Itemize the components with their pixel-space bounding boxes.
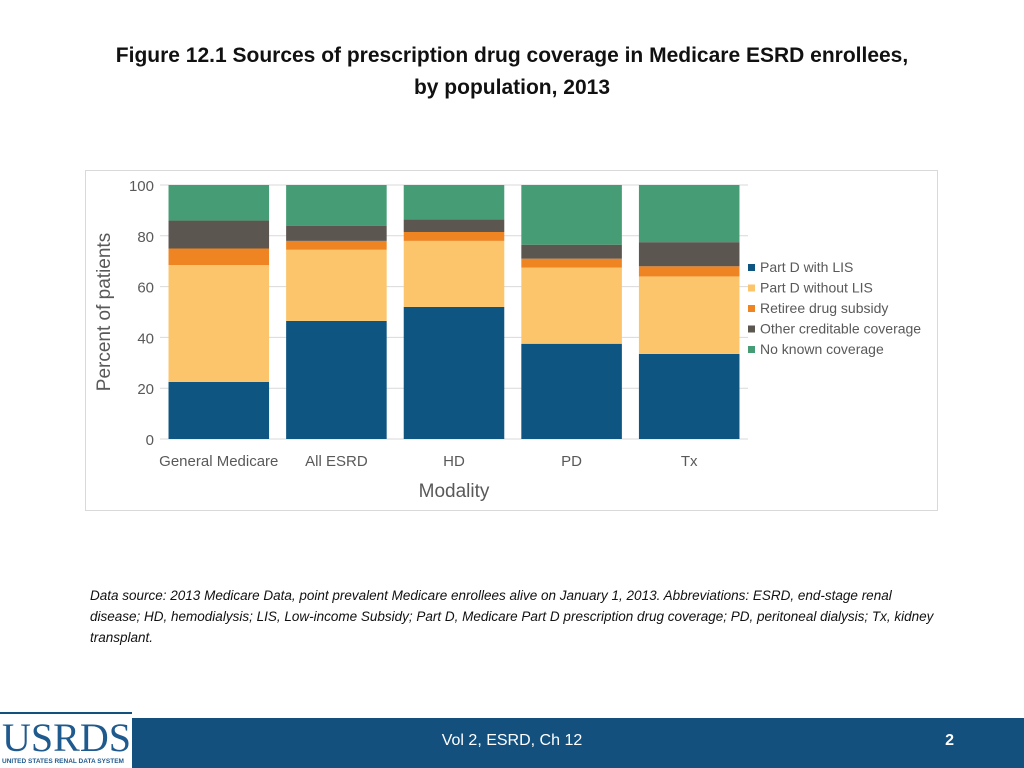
y-tick-label: 0 <box>146 432 154 449</box>
y-tick-label: 60 <box>137 280 154 297</box>
legend-label: No known coverage <box>760 341 884 357</box>
usrds-logo: USRDS UNITED STATES RENAL DATA SYSTEM <box>0 712 132 768</box>
y-tick-label: 100 <box>129 178 154 195</box>
title-line-2: by population, 2013 <box>413 76 611 99</box>
bar-segment <box>638 185 740 243</box>
x-axis-title: Modality <box>419 481 490 502</box>
logo-subtitle: UNITED STATES RENAL DATA SYSTEM <box>2 758 124 765</box>
bars <box>168 185 740 439</box>
bar-segment <box>286 225 387 241</box>
bar-segment <box>521 185 622 245</box>
legend-swatch <box>748 264 755 271</box>
bar-segment <box>403 219 505 232</box>
bar-segment <box>638 242 740 267</box>
legend-label: Other creditable coverage <box>760 321 921 337</box>
page-title: Figure 12.1 Sources of prescription drug… <box>60 40 964 104</box>
bar-segment <box>168 248 270 266</box>
legend-swatch <box>748 284 755 292</box>
x-tick-label: Tx <box>681 453 698 470</box>
data-source-note: Data source: 2013 Medicare Data, point p… <box>90 588 934 645</box>
bar-segment <box>286 240 387 250</box>
y-tick-label: 80 <box>137 229 154 246</box>
legend-swatch <box>748 346 755 353</box>
bar-segment <box>521 244 622 259</box>
x-tick-label: General Medicare <box>159 453 278 470</box>
y-tick-label: 40 <box>137 330 154 347</box>
legend-swatch <box>748 325 755 333</box>
bar-segment <box>403 231 505 241</box>
x-tick-label: PD <box>561 453 582 470</box>
bar-segment <box>638 266 740 277</box>
footer-bar: Vol 2, ESRD, Ch 12 2 <box>0 718 1024 768</box>
footer-label: Vol 2, ESRD, Ch 12 <box>441 732 583 749</box>
y-axis-title: Percent of patients <box>94 233 115 391</box>
bar-segment <box>168 220 270 249</box>
legend-swatch <box>748 305 755 312</box>
axes: 0 20 40 60 80 100 General Medicare All ESRD HD PD… <box>94 178 698 502</box>
legend-label: Part D without LIS <box>760 280 873 296</box>
bar-segment <box>168 381 270 439</box>
bar-segment <box>403 306 505 439</box>
bar-segment <box>403 240 505 307</box>
title-line-1: Figure 12.1 Sources of prescription drug… <box>115 44 909 67</box>
bar-segment <box>286 185 387 226</box>
x-tick-label: All ESRD <box>305 453 368 470</box>
bar-segment <box>521 258 622 268</box>
legend: Part D with LIS Part D without LIS Retiree… <box>748 259 921 357</box>
bar-segment <box>521 343 622 439</box>
bar-segment <box>521 267 622 344</box>
page-number: 2 <box>945 732 954 749</box>
x-tick-label: HD <box>443 453 465 470</box>
bar-segment <box>638 353 740 439</box>
bar-segment <box>168 185 270 221</box>
logo-text: USRDS <box>2 715 131 760</box>
bar-segment <box>286 249 387 321</box>
legend-label: Part D with LIS <box>760 259 853 275</box>
bar-segment <box>638 276 740 354</box>
y-tick-label: 20 <box>137 381 154 398</box>
bar-segment <box>168 265 270 382</box>
bar-segment <box>286 320 387 439</box>
bar-segment <box>403 185 505 220</box>
stacked-bar-chart: 0 20 40 60 80 100 General Medicare All ESRD HD PD… <box>94 178 921 502</box>
legend-label: Retiree drug subsidy <box>760 300 888 316</box>
